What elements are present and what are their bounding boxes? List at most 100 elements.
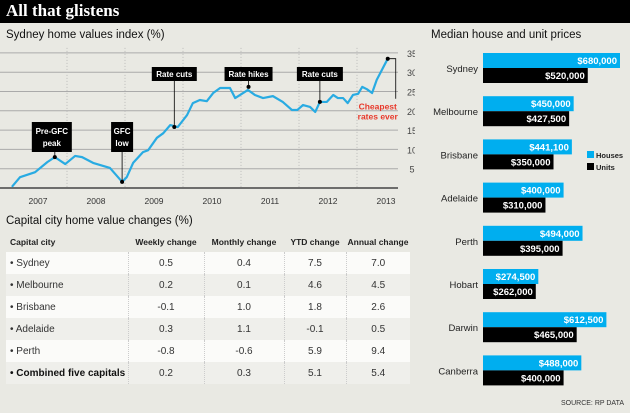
table-cell: 0.3 xyxy=(203,362,284,384)
table-cell: 0.5 xyxy=(127,252,204,274)
annotation-label: GFC xyxy=(114,127,131,136)
annotation-label: rates ever xyxy=(358,112,399,122)
table-cell: • Melbourne xyxy=(10,279,64,291)
y-tick-label: 20 xyxy=(407,107,415,117)
bar-value-label: $350,000 xyxy=(511,157,551,168)
bar-value-label: $520,000 xyxy=(545,71,585,82)
table-cell: 0.5 xyxy=(345,318,410,340)
table-cell: 0.1 xyxy=(203,274,284,296)
unit-bar xyxy=(483,197,546,213)
table-cell: • Combined five capitals xyxy=(10,367,126,379)
legend-label: Units xyxy=(596,163,615,172)
unit-bar xyxy=(483,240,563,256)
bar-value-label: $494,000 xyxy=(540,229,580,240)
legend-swatch xyxy=(587,163,594,170)
bar-value-label: $465,000 xyxy=(534,330,574,341)
annotation-label: Rate cuts xyxy=(156,70,193,79)
bar-value-label: $612,500 xyxy=(564,315,604,326)
line-chart-title: Sydney home values index (%) xyxy=(6,29,165,41)
table-cell: 9.4 xyxy=(345,340,410,362)
legend-label: Houses xyxy=(596,151,623,160)
x-tick-label: 2007 xyxy=(29,196,48,206)
table-row: • Adelaide 0.3 1.1 -0.1 0.5 xyxy=(6,318,410,340)
bar-value-label: $400,000 xyxy=(521,373,561,384)
house-bar xyxy=(483,312,607,328)
x-tick-label: 2008 xyxy=(87,196,106,206)
table-row: • Melbourne 0.2 0.1 4.6 4.5 xyxy=(6,274,410,296)
annotation-box xyxy=(296,67,343,81)
header-bar: All that glistens xyxy=(0,0,630,23)
bar-value-label: $395,000 xyxy=(520,244,560,255)
legend-swatch xyxy=(587,151,594,158)
annotation-leader xyxy=(387,58,397,99)
unit-bar xyxy=(483,68,588,83)
page-title: All that glistens xyxy=(6,1,120,20)
category-label: Sydney xyxy=(446,64,478,75)
bar-value-label: $310,000 xyxy=(503,201,543,212)
table-cell: -0.8 xyxy=(127,340,204,362)
y-tick-label: 25 xyxy=(407,88,415,98)
bar-value-label: $400,000 xyxy=(521,186,561,197)
unit-bar xyxy=(483,370,564,386)
annotation-label: Rate cuts xyxy=(302,70,339,79)
unit-bar xyxy=(483,154,554,170)
bar-value-label: $488,000 xyxy=(539,358,579,369)
category-label: Darwin xyxy=(448,323,478,334)
x-tick-label: 2012 xyxy=(319,196,338,206)
table-cell: 2.6 xyxy=(345,296,410,318)
table-row: • Perth -0.8 -0.6 5.9 9.4 xyxy=(6,340,410,362)
annotation-label: Cheapest xyxy=(359,102,397,112)
annotation-label: Rate hikes xyxy=(229,70,270,79)
annotation-label: Pre-GFC xyxy=(36,127,69,136)
capital-city-changes-table: Capital city Weekly change Monthly chang… xyxy=(6,232,410,384)
table-cell: • Adelaide xyxy=(10,323,55,335)
annotation-box xyxy=(111,122,134,152)
sydney-index-line-chart: 5 10 15 20 25 30 35 2007 2008 2009 2010 2011 2012 201… xyxy=(0,47,415,206)
table-cell: • Sydney xyxy=(10,257,50,269)
category-label: Perth xyxy=(455,237,478,248)
x-tick-label: 2011 xyxy=(261,196,280,206)
table-cell: 0.2 xyxy=(127,362,204,384)
unit-bar xyxy=(483,111,570,127)
annotation-box xyxy=(31,122,72,152)
header-weekly: Weekly change xyxy=(135,237,197,247)
table-title: Capital city home value changes (%) xyxy=(6,215,193,227)
table-cell: 0.3 xyxy=(127,318,204,340)
header-capital-city: Capital city xyxy=(10,237,56,247)
table-cell: • Brisbane xyxy=(10,301,56,313)
y-tick-label: 15 xyxy=(407,126,415,136)
table-cell: 0.2 xyxy=(127,274,204,296)
table-cell: 1.1 xyxy=(203,318,284,340)
table-cell: -0.1 xyxy=(283,318,346,340)
x-tick-label: 2010 xyxy=(203,196,222,206)
table-cell: 7.5 xyxy=(283,252,346,274)
table-cell: 4.5 xyxy=(345,274,410,296)
y-tick-label: 5 xyxy=(409,165,414,175)
source-note: SOURCE: RP DATA xyxy=(560,400,624,407)
header-monthly: Monthly change xyxy=(211,237,277,247)
bar-chart-title: Median house and unit prices xyxy=(431,29,582,41)
table-cell: -0.6 xyxy=(203,340,284,362)
unit-bar xyxy=(483,327,577,343)
category-label: Adelaide xyxy=(441,194,478,205)
bar-value-label: $262,000 xyxy=(493,287,533,298)
table-row: • Sydney 0.5 0.4 7.5 7.0 xyxy=(6,252,410,274)
house-bar xyxy=(483,269,539,284)
annotation-box xyxy=(224,67,273,81)
table-cell: 4.6 xyxy=(283,274,346,296)
bar-value-label: $450,000 xyxy=(531,99,571,110)
y-tick-label: 10 xyxy=(407,145,415,155)
category-label: Canberra xyxy=(438,366,478,377)
table-cell: 5.9 xyxy=(283,340,346,362)
median-prices-bar-chart: Sydney $680,000 $520,000 Melbourne $450,000 $… xyxy=(433,53,623,386)
category-label: Hobart xyxy=(449,280,478,291)
table-cell: 5.4 xyxy=(345,362,410,384)
table-cell: 5.1 xyxy=(283,362,346,384)
x-tick-label: 2009 xyxy=(145,196,164,206)
y-tick-label: 35 xyxy=(407,49,415,59)
table-cell: 1.8 xyxy=(283,296,346,318)
x-tick-label: 2013 xyxy=(377,196,396,206)
annotation-box xyxy=(151,67,197,81)
category-label: Brisbane xyxy=(441,150,479,161)
table-row: • Brisbane -0.1 1.0 1.8 2.6 xyxy=(6,296,410,318)
